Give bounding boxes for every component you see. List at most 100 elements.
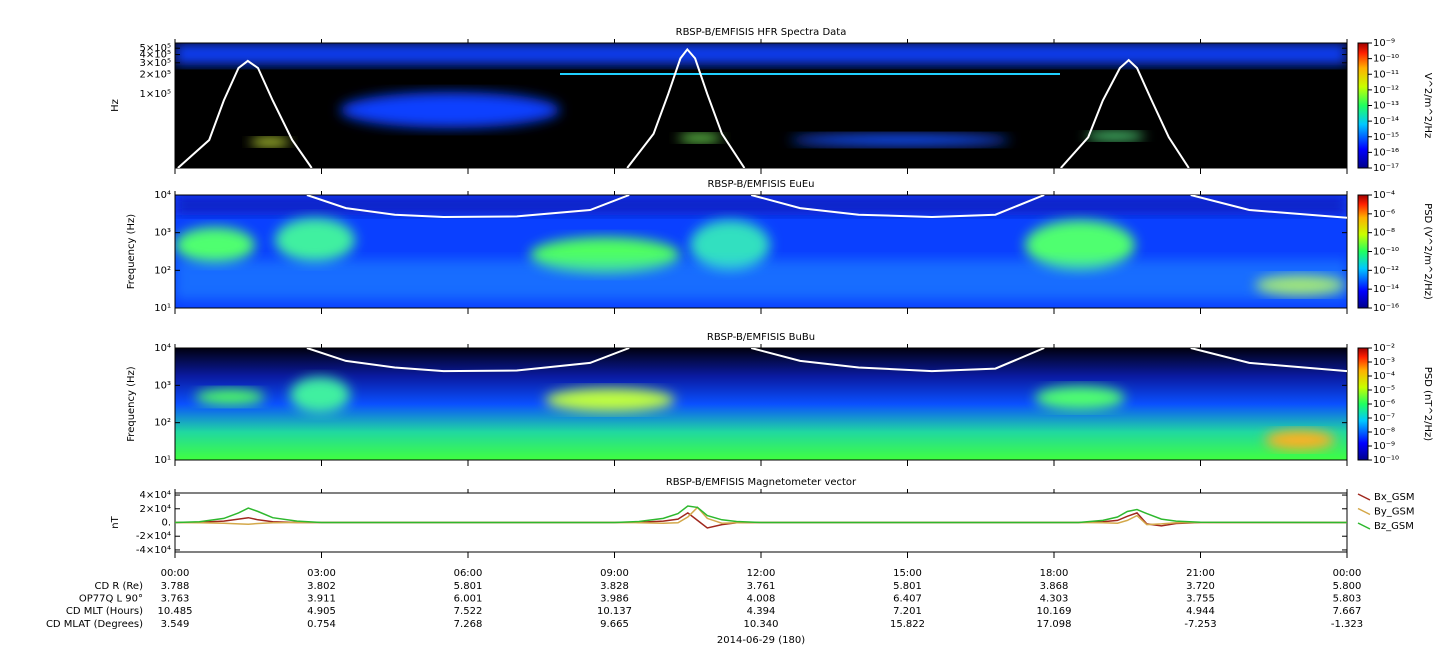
chart-title: RBSP-B/EMFISIS Magnetometer vector xyxy=(666,477,857,488)
series-line xyxy=(306,348,1347,373)
row-value: 3.911 xyxy=(307,594,336,605)
y-tick-label: 5×10⁵ xyxy=(140,43,171,54)
colorbar-tick-label: 10⁻¹² xyxy=(1373,265,1399,276)
row-value: 4.008 xyxy=(747,594,776,605)
row-value: 3.828 xyxy=(600,581,629,592)
series-line xyxy=(174,511,1347,529)
x-tick-label: 06:00 xyxy=(454,568,483,579)
row-value: 3.788 xyxy=(161,581,190,592)
y-tick-label: 2×10⁵ xyxy=(140,69,171,80)
x-tick-label: 09:00 xyxy=(600,568,629,579)
colorbar-tick-label: 10⁻¹³ xyxy=(1373,101,1399,112)
row-value: 15.822 xyxy=(890,619,925,630)
x-tick-label: 21:00 xyxy=(1186,568,1215,579)
row-value: 7.522 xyxy=(454,606,483,617)
colorbar-tick-label: 10⁻⁷ xyxy=(1373,413,1395,424)
legend-swatch xyxy=(1357,507,1371,516)
chart-title: RBSP-B/EMFISIS BuBu xyxy=(707,332,815,343)
colorbar-tick-label: 10⁻³ xyxy=(1373,357,1395,368)
colorbar-tick-label: 10⁻¹⁴ xyxy=(1373,284,1399,295)
colorbar-tick-label: 10⁻¹⁵ xyxy=(1373,132,1399,143)
row-value: -1.323 xyxy=(1331,619,1363,630)
y-axis-label: Frequency (Hz) xyxy=(126,366,137,442)
row-value: 6.407 xyxy=(893,594,922,605)
colorbar-tick-label: 10⁻¹¹ xyxy=(1373,69,1399,80)
row-value: 10.485 xyxy=(158,606,193,617)
y-tick-label: 10³ xyxy=(154,228,171,239)
row-value: 3.802 xyxy=(307,581,336,592)
row-value: 10.137 xyxy=(597,606,632,617)
row-label: OP77Q L 90° xyxy=(79,594,143,605)
chart-title: RBSP-B/EMFISIS EuEu xyxy=(707,179,814,190)
row-label: CD R (Re) xyxy=(95,581,144,592)
row-value: 4.905 xyxy=(307,606,336,617)
series-line xyxy=(306,195,1347,219)
row-value: 4.303 xyxy=(1040,594,1069,605)
colorbar xyxy=(1357,194,1369,309)
x-tick-label: 00:00 xyxy=(161,568,190,579)
colorbar-tick-label: 10⁻¹⁰ xyxy=(1373,54,1399,65)
row-value: 5.800 xyxy=(1333,581,1362,592)
legend-label: Bx_GSM xyxy=(1374,492,1415,503)
colorbar-tick-label: 10⁻² xyxy=(1373,343,1395,354)
y-tick-label: 10⁴ xyxy=(154,190,171,201)
y-tick-label: 10² xyxy=(154,418,171,429)
y-tick-label: 4×10⁵ xyxy=(140,50,171,61)
x-tick-label: 00:00 xyxy=(1333,568,1362,579)
y-tick-label: 1×10⁵ xyxy=(140,89,171,100)
row-value: 4.944 xyxy=(1186,606,1215,617)
colorbar-tick-label: 10⁻¹⁴ xyxy=(1373,116,1399,127)
row-value: 10.169 xyxy=(1037,606,1072,617)
y-tick-label: 10² xyxy=(154,265,171,276)
colorbar-tick-label: 10⁻¹² xyxy=(1373,85,1399,96)
row-value: 10.340 xyxy=(744,619,779,630)
colorbar-tick-label: 10⁻⁵ xyxy=(1373,385,1395,396)
colorbar xyxy=(1357,347,1369,461)
row-value: 3.755 xyxy=(1186,594,1215,605)
y-axis-label: Hz xyxy=(110,99,121,112)
spectrogram-image xyxy=(175,195,1347,308)
spectrogram-image xyxy=(175,43,1347,168)
colorbar-tick-label: 10⁻⁴ xyxy=(1373,371,1395,382)
row-value: 3.761 xyxy=(747,581,776,592)
legend-swatch xyxy=(1357,493,1371,501)
row-value: 3.549 xyxy=(161,619,190,630)
y-axis-label: nT xyxy=(110,515,121,528)
row-value: 3.763 xyxy=(161,594,190,605)
x-tick-label: 03:00 xyxy=(307,568,336,579)
row-value: 4.394 xyxy=(747,606,776,617)
colorbar-tick-label: 10⁻⁴ xyxy=(1373,190,1395,201)
row-value: 3.868 xyxy=(1040,581,1069,592)
colorbar-tick-label: 10⁻¹⁶ xyxy=(1373,303,1399,314)
y-tick-label: 4×10⁴ xyxy=(140,490,171,501)
row-value: 0.754 xyxy=(307,619,336,630)
colorbar-tick-label: 10⁻¹⁶ xyxy=(1373,147,1399,158)
colorbar-label: PSD (V^2/m^2/Hz) xyxy=(1422,203,1433,300)
row-value: 3.986 xyxy=(600,594,629,605)
row-value: 7.201 xyxy=(893,606,922,617)
row-value: 5.803 xyxy=(1333,594,1362,605)
date-label: 2014-06-29 (180) xyxy=(717,635,805,646)
colorbar-tick-label: 10⁻⁸ xyxy=(1373,228,1395,239)
colorbar-tick-label: 10⁻⁸ xyxy=(1373,427,1395,438)
colorbar-label: PSD (nT^2/Hz) xyxy=(1422,367,1433,441)
colorbar-tick-label: 10⁻⁹ xyxy=(1373,441,1395,452)
series-line xyxy=(177,47,1190,168)
row-value: 5.801 xyxy=(893,581,922,592)
y-tick-label: -2×10⁴ xyxy=(136,531,171,542)
y-tick-label: 10¹ xyxy=(154,455,171,466)
colorbar-tick-label: 10⁻⁶ xyxy=(1373,209,1395,220)
y-tick-label: 10¹ xyxy=(154,303,171,314)
x-tick-label: 18:00 xyxy=(1040,568,1069,579)
colorbar-label: V^2/m^2/Hz xyxy=(1422,73,1433,139)
x-tick-label: 15:00 xyxy=(893,568,922,579)
y-tick-label: 10⁴ xyxy=(154,343,171,354)
row-value: 3.720 xyxy=(1186,581,1215,592)
row-label: CD MLT (Hours) xyxy=(66,606,143,617)
legend-label: By_GSM xyxy=(1374,507,1415,518)
colorbar xyxy=(1357,42,1369,169)
x-tick-label: 12:00 xyxy=(747,568,776,579)
colorbar-tick-label: 10⁻¹⁰ xyxy=(1373,455,1399,466)
row-value: 6.001 xyxy=(454,594,483,605)
